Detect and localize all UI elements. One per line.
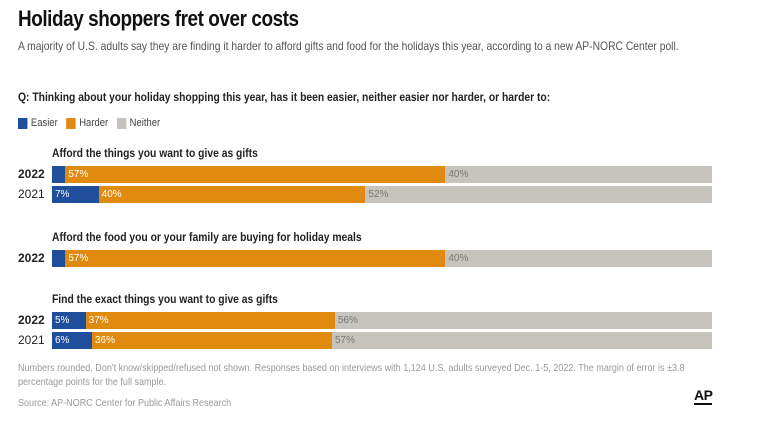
- bar-label-easier: [52, 166, 55, 183]
- stacked-bar: 5% 37% 56%: [52, 312, 712, 329]
- row-year-label: 2021: [18, 333, 45, 347]
- bar-segment-harder: [65, 166, 446, 183]
- bar-segment-neither: [445, 250, 712, 267]
- source-credit: Source: AP-NORC Center for Public Affair…: [18, 397, 232, 409]
- legend-item-easier: Easier: [18, 117, 58, 129]
- bar-label-harder: 37%: [88, 315, 109, 326]
- group-title: Afford the things you want to give as gi…: [52, 146, 258, 160]
- stacked-bar: 7% 40% 52%: [52, 186, 712, 203]
- legend-item-neither: Neither: [116, 117, 161, 129]
- bar-segment-neither: [445, 166, 712, 183]
- group-title: Find the exact things you want to give a…: [52, 292, 278, 306]
- bar-label-harder: 40%: [101, 189, 122, 200]
- bar-segment-easier: [52, 312, 86, 329]
- row-year-label: 2022: [18, 251, 45, 265]
- bar-label-neither: 40%: [448, 169, 469, 180]
- chart-title: Holiday shoppers fret over costs: [18, 6, 299, 31]
- legend-label-neither: Neither: [129, 117, 161, 129]
- bar-segment-neither: [365, 186, 712, 203]
- bar-segment-neither: [332, 332, 712, 349]
- legend-item-harder: Harder: [66, 117, 108, 129]
- bar-segment-harder: [85, 312, 335, 329]
- stacked-bar: 6% 36% 57%: [52, 332, 712, 349]
- legend: Easier Harder Neither: [18, 117, 169, 129]
- bar-label-harder: 36%: [95, 335, 116, 346]
- footnote: Numbers rounded. Don't know/skipped/refu…: [18, 362, 685, 388]
- bar-label-easier: [52, 250, 55, 267]
- bar-label-easier: 6%: [55, 335, 70, 346]
- bar-label-neither: 52%: [368, 189, 389, 200]
- legend-swatch-harder: [66, 117, 76, 129]
- bar-segment-easier: [52, 166, 66, 183]
- legend-swatch-neither: [116, 117, 127, 129]
- bar-label-easier: 7%: [55, 189, 70, 200]
- legend-label-easier: Easier: [30, 117, 58, 129]
- legend-label-harder: Harder: [79, 117, 109, 129]
- bar-label-neither: 57%: [335, 335, 356, 346]
- row-year-label: 2021: [18, 187, 45, 201]
- bar-segment-harder: [92, 332, 332, 349]
- bar-segment-harder: [98, 186, 366, 203]
- bar-label-neither: 40%: [448, 253, 469, 264]
- bar-segment-easier: [52, 250, 66, 267]
- bar-label-neither: 56%: [337, 315, 358, 326]
- legend-swatch-easier: [18, 117, 28, 129]
- bar-segment-neither: [334, 312, 712, 329]
- row-year-label: 2022: [18, 167, 45, 181]
- stacked-bar: 57% 40%: [52, 166, 712, 183]
- bar-label-easier: 5%: [55, 315, 70, 326]
- bar-segment-easier: [52, 186, 99, 203]
- bar-segment-harder: [65, 250, 446, 267]
- survey-question: Q: Thinking about your holiday shopping …: [18, 90, 551, 104]
- bar-label-harder: 57%: [68, 169, 89, 180]
- row-year-label: 2022: [18, 313, 45, 327]
- stacked-bar: 57% 40%: [52, 250, 712, 267]
- group-title: Afford the food you or your family are b…: [52, 230, 362, 244]
- ap-logo: AP: [694, 387, 713, 405]
- bar-label-harder: 57%: [68, 253, 89, 264]
- chart-subtitle: A majority of U.S. adults say they are f…: [18, 39, 679, 53]
- bar-segment-easier: [52, 332, 92, 349]
